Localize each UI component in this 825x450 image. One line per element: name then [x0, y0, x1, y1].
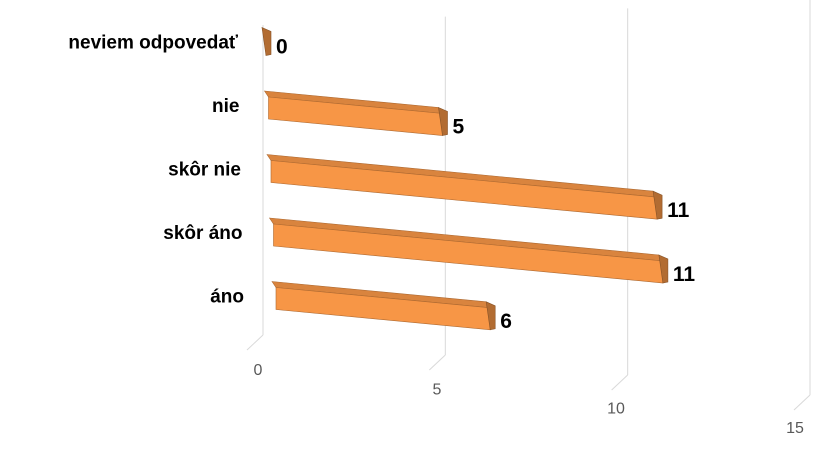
bar-end — [658, 254, 669, 284]
grid-line — [611, 374, 629, 391]
data-label: 11 — [673, 263, 696, 286]
x-tick-label: 15 — [786, 420, 804, 437]
bar-end — [261, 27, 272, 56]
data-label: 5 — [453, 116, 465, 139]
y-tick-label: neviem odpovedať — [68, 33, 238, 54]
grid-line — [246, 334, 264, 351]
y-tick-label: skôr áno — [163, 223, 242, 244]
y-tick-label: áno — [210, 287, 244, 308]
data-label: 11 — [667, 199, 690, 222]
grid-line — [428, 354, 446, 371]
data-label: 0 — [276, 36, 288, 59]
bar-end — [485, 301, 496, 331]
x-tick-label: 5 — [433, 381, 442, 398]
x-tick-label: 0 — [254, 362, 263, 379]
bar-end — [652, 190, 663, 220]
x-tick-label: 10 — [607, 401, 625, 418]
data-label: 6 — [500, 310, 512, 333]
y-tick-label: nie — [212, 96, 239, 117]
bar-end — [438, 107, 448, 136]
y-tick-label: skôr nie — [168, 160, 241, 181]
grid-line — [793, 394, 811, 411]
